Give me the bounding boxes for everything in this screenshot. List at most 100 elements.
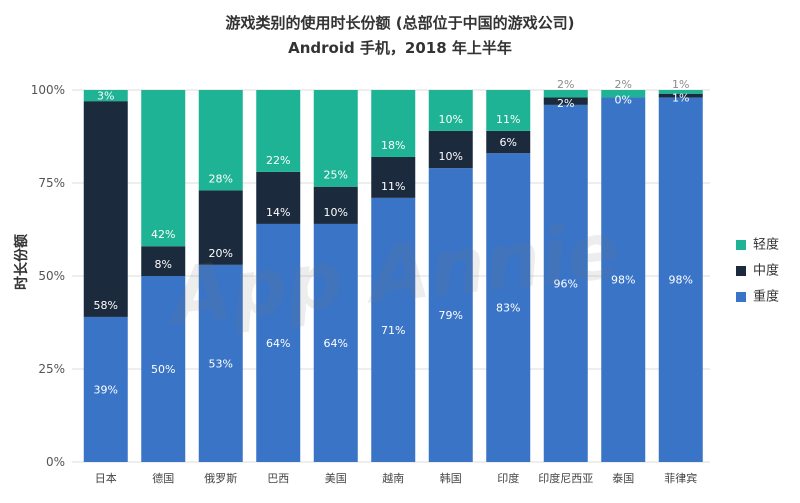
y-tick-label-3: 75% bbox=[38, 176, 65, 190]
data-label-s0-c4: 64% bbox=[324, 336, 348, 349]
legend-item-2: 轻度 bbox=[736, 237, 779, 253]
bar-segment-s0-c5 bbox=[371, 197, 416, 462]
data-label-suffix: % bbox=[622, 93, 632, 106]
data-label-value: 14 bbox=[266, 205, 280, 218]
data-label-value: 2 bbox=[557, 78, 564, 91]
data-label-value: 25 bbox=[324, 168, 338, 181]
data-label-value: 64 bbox=[324, 336, 338, 349]
data-label-suffix: % bbox=[510, 112, 520, 125]
data-label-suffix: % bbox=[395, 323, 405, 336]
legend-item-0: 重度 bbox=[736, 289, 779, 305]
bar-segment-s2-c2 bbox=[198, 90, 243, 191]
bar-segment-s0-c7 bbox=[486, 153, 531, 463]
x-tick-label-6: 韩国 bbox=[440, 471, 462, 485]
bar-segment-s0-c9 bbox=[601, 97, 646, 462]
bar-segment-s2-c10 bbox=[658, 90, 703, 94]
bar-segment-s0-c1 bbox=[141, 276, 186, 462]
bar-segment-s1-c2 bbox=[198, 190, 243, 265]
data-label-s1-c2: 20% bbox=[209, 246, 233, 259]
bar-segment-s1-c4 bbox=[313, 186, 358, 224]
data-label-value: 10 bbox=[439, 112, 453, 125]
data-label-value: 11 bbox=[496, 112, 510, 125]
data-label-suffix: % bbox=[395, 179, 405, 192]
bar-segment-s0-c8 bbox=[543, 104, 588, 462]
data-label-suffix: % bbox=[568, 277, 578, 290]
data-label-s2-c7: 11% bbox=[496, 112, 520, 125]
data-label-value: 58 bbox=[94, 298, 108, 311]
x-tick-label-5: 越南 bbox=[382, 471, 404, 485]
data-label-value: 96 bbox=[554, 277, 568, 290]
data-label-suffix: % bbox=[338, 168, 348, 181]
bar-segment-s2-c4 bbox=[313, 90, 358, 187]
bar-segment-s0-c4 bbox=[313, 223, 358, 462]
data-label-suffix: % bbox=[453, 112, 463, 125]
y-tick-label-2: 50% bbox=[38, 269, 65, 283]
data-label-value: 20 bbox=[209, 246, 223, 259]
bar-segment-s2-c3 bbox=[256, 90, 301, 172]
x-tick-label-4: 美国 bbox=[325, 472, 347, 485]
legend-item-1: 中度 bbox=[736, 263, 779, 279]
bar-segments bbox=[83, 90, 703, 463]
data-label-suffix: % bbox=[622, 78, 632, 91]
data-label-s0-c10: 98% bbox=[669, 273, 693, 286]
x-tick-label-9: 泰国 bbox=[612, 471, 634, 485]
data-label-suffix: % bbox=[453, 150, 463, 163]
data-label-s1-c5: 11% bbox=[381, 179, 405, 192]
data-label-s0-c2: 53% bbox=[209, 357, 233, 370]
y-tick-label-4: 100% bbox=[31, 83, 65, 97]
data-label-value: 79 bbox=[439, 309, 453, 322]
bar-segment-s0-c0 bbox=[83, 316, 128, 462]
legend-label-1: 中度 bbox=[753, 263, 779, 279]
bar-segment-s1-c10 bbox=[658, 93, 703, 98]
data-label-s2-c10: 1% bbox=[672, 78, 689, 91]
data-label-value: 1 bbox=[672, 78, 679, 91]
x-tick-label-10: 菲律宾 bbox=[664, 471, 697, 485]
y-tick-label-0: 0% bbox=[46, 455, 65, 469]
data-label-s1-c3: 14% bbox=[266, 205, 290, 218]
bar-segment-s2-c0 bbox=[83, 90, 128, 102]
data-label-value: 53 bbox=[209, 357, 223, 370]
data-label-value: 6 bbox=[500, 136, 507, 149]
data-label-value: 39 bbox=[94, 383, 108, 396]
x-tick-label-7: 印度 bbox=[497, 471, 519, 485]
data-label-value: 50 bbox=[151, 363, 165, 376]
data-label-value: 2 bbox=[557, 97, 564, 110]
data-label-value: 71 bbox=[381, 323, 395, 336]
data-label-suffix: % bbox=[510, 301, 520, 314]
bar-segment-s2-c8 bbox=[543, 90, 588, 98]
legend-swatch-0 bbox=[736, 292, 746, 302]
data-label-value: 18 bbox=[381, 138, 395, 151]
data-label-value: 2 bbox=[615, 78, 622, 91]
data-label-value: 64 bbox=[266, 336, 280, 349]
data-label-s1-c6: 10% bbox=[439, 150, 463, 163]
x-tick-label-8: 印度尼西亚 bbox=[538, 471, 593, 485]
data-label-s2-c6: 10% bbox=[439, 112, 463, 125]
data-label-value: 3 bbox=[97, 89, 104, 102]
data-label-value: 10 bbox=[324, 205, 338, 218]
data-label-s2-c2: 28% bbox=[209, 172, 233, 185]
data-label-s0-c0: 39% bbox=[94, 383, 118, 396]
data-label-s1-c7: 6% bbox=[500, 136, 517, 149]
data-label-s0-c8: 96% bbox=[554, 277, 578, 290]
data-label-suffix: % bbox=[683, 273, 693, 286]
data-label-suffix: % bbox=[165, 363, 175, 376]
data-label-s2-c1: 42% bbox=[151, 228, 175, 241]
data-label-value: 11 bbox=[381, 179, 395, 192]
bar-segment-s2-c9 bbox=[601, 90, 646, 98]
data-label-value: 10 bbox=[439, 150, 453, 163]
bar-segment-s2-c7 bbox=[486, 90, 531, 131]
bar-segment-s1-c3 bbox=[256, 171, 301, 224]
x-tick-label-1: 德国 bbox=[152, 471, 174, 485]
legend-swatch-1 bbox=[736, 266, 746, 276]
data-label-value: 98 bbox=[611, 273, 625, 286]
data-label-suffix: % bbox=[338, 336, 348, 349]
data-label-suffix: % bbox=[223, 172, 233, 185]
data-label-value: 98 bbox=[669, 273, 683, 286]
data-label-s1-c4: 10% bbox=[324, 205, 348, 218]
data-label-suffix: % bbox=[453, 309, 463, 322]
data-label-s1-c1: 8% bbox=[155, 258, 172, 271]
data-label-s0-c6: 79% bbox=[439, 309, 463, 322]
data-label-s2-c8: 2% bbox=[557, 78, 574, 91]
data-label-s1-c9: 0% bbox=[615, 93, 632, 106]
